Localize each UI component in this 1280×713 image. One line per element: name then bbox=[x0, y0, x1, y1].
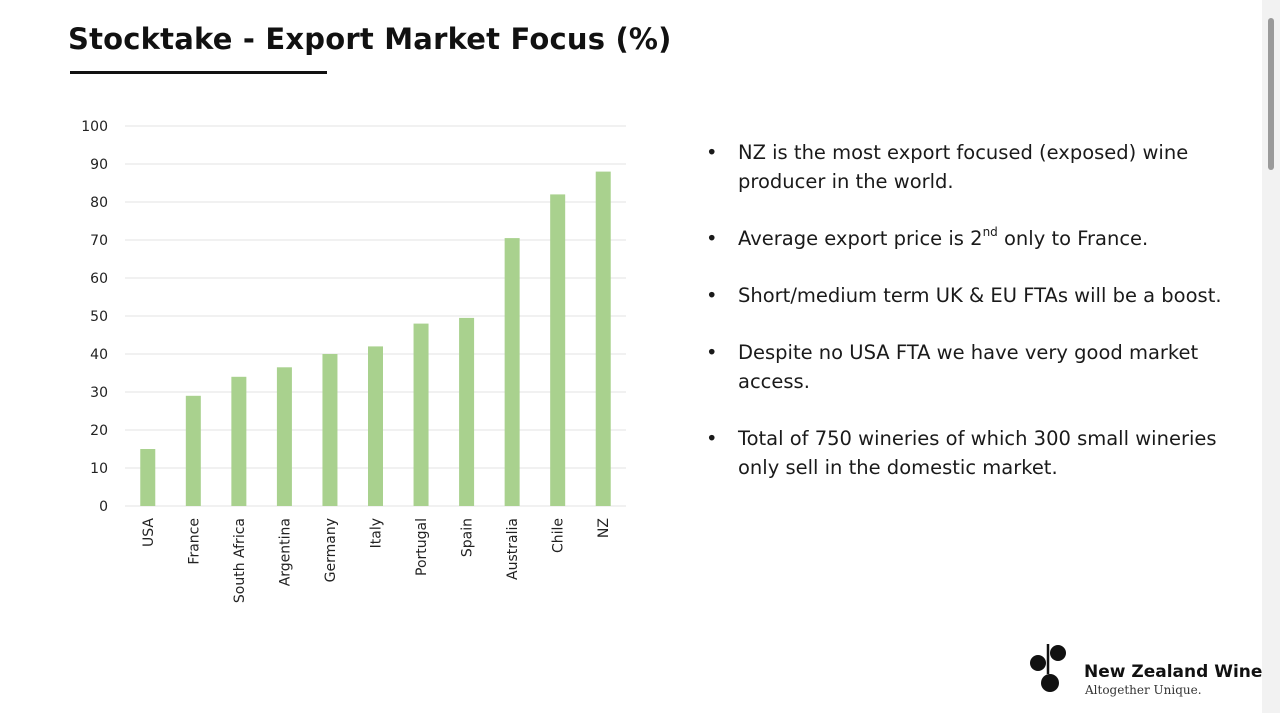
y-tick-label: 60 bbox=[90, 271, 108, 287]
bullet-dot: • bbox=[706, 284, 718, 307]
x-tick-label: Germany bbox=[323, 518, 339, 582]
bullet-item: • Total of 750 wineries of which 300 smal… bbox=[706, 424, 1246, 482]
y-tick-label: 30 bbox=[90, 385, 108, 401]
x-tick-label: Australia bbox=[505, 518, 521, 580]
bullet-text: Average export price is 2 bbox=[738, 227, 983, 250]
y-tick-label: 10 bbox=[90, 461, 108, 477]
bullet-item: • NZ is the most export focused (exposed)… bbox=[706, 138, 1246, 196]
grape-cluster-icon bbox=[1030, 644, 1066, 692]
bullet-text: NZ is the most export focused (exposed) … bbox=[738, 141, 1189, 193]
y-tick-label: 40 bbox=[90, 347, 108, 363]
bar bbox=[276, 367, 292, 506]
y-tick-label: 20 bbox=[90, 423, 108, 439]
bullet-dot: • bbox=[706, 227, 718, 250]
scrollbar-thumb[interactable] bbox=[1268, 18, 1274, 170]
bar-chart: 0 10 20 30 40 50 60 70 80 90 100 USA France South Afr… bbox=[81, 119, 626, 603]
bullet-list: • NZ is the most export focused (exposed)… bbox=[706, 138, 1246, 510]
bar bbox=[595, 171, 611, 506]
bar bbox=[322, 354, 338, 506]
page-title: Stocktake - Export Market Focus (%) bbox=[68, 22, 672, 56]
nz-wine-logo: New Zealand Wine Altogether Unique. bbox=[1028, 640, 1262, 700]
y-tick-label: 70 bbox=[90, 233, 108, 249]
x-tick-label: Italy bbox=[369, 518, 385, 548]
x-tick-label: USA bbox=[141, 518, 157, 547]
bar bbox=[231, 376, 247, 506]
bar bbox=[459, 317, 475, 506]
x-tick-label: France bbox=[186, 518, 202, 565]
bullet-text: Total of 750 wineries of which 300 small… bbox=[738, 427, 1217, 479]
bar bbox=[368, 346, 383, 506]
x-tick-label: Spain bbox=[460, 518, 476, 557]
bullet-dot: • bbox=[706, 141, 718, 164]
x-tick-label: South Africa bbox=[232, 518, 248, 603]
logo-name: New Zealand Wine bbox=[1084, 662, 1263, 682]
bullet-text: Despite no USA FTA we have very good mar… bbox=[738, 341, 1199, 393]
bar bbox=[550, 194, 566, 506]
x-tick-label: Portugal bbox=[414, 518, 430, 576]
bullet-dot: • bbox=[706, 427, 718, 450]
bar bbox=[504, 238, 520, 506]
bullet-item: • Short/medium term UK & EU FTAs will be … bbox=[706, 281, 1246, 310]
scrollbar[interactable] bbox=[1262, 0, 1280, 713]
bullet-dot: • bbox=[706, 341, 718, 364]
y-tick-label: 80 bbox=[90, 195, 108, 211]
bullet-superscript: nd bbox=[982, 224, 998, 239]
y-tick-label: 50 bbox=[90, 309, 108, 325]
bullet-item: • Despite no USA FTA we have very good ma… bbox=[706, 338, 1246, 396]
x-tick-label: Argentina bbox=[277, 518, 293, 586]
y-tick-label: 100 bbox=[81, 119, 108, 135]
y-tick-label: 0 bbox=[99, 499, 108, 515]
bullet-text: Short/medium term UK & EU FTAs will be a… bbox=[738, 284, 1222, 307]
x-tick-label: Chile bbox=[551, 518, 567, 553]
title-underline bbox=[70, 71, 327, 74]
y-tick-label: 90 bbox=[90, 157, 108, 173]
bullet-text: only to France. bbox=[997, 227, 1149, 250]
x-tick-label: NZ bbox=[596, 518, 612, 538]
bar bbox=[185, 395, 201, 506]
bar bbox=[413, 323, 429, 506]
bar bbox=[140, 449, 156, 506]
logo-tagline: Altogether Unique. bbox=[1085, 683, 1202, 697]
bullet-item: • Average export price is 2nd only to Fra… bbox=[706, 224, 1246, 253]
